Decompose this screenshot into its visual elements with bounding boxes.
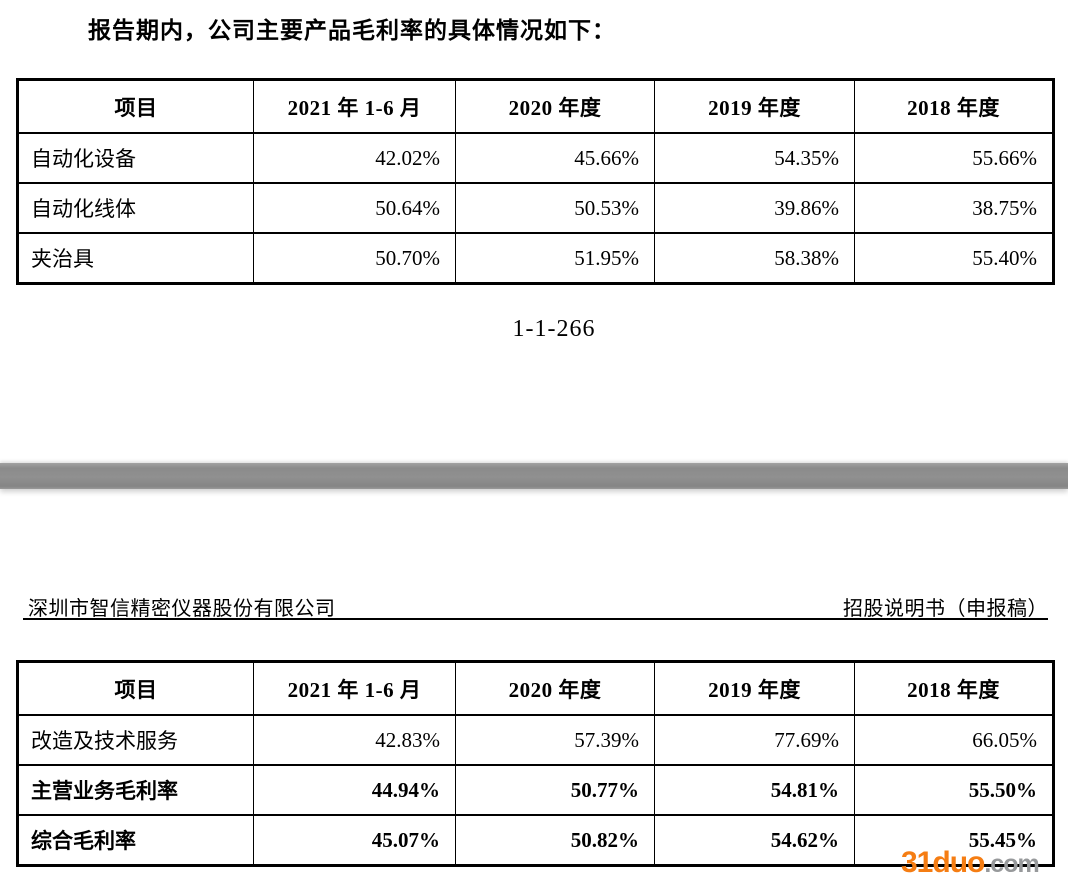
intro-paragraph: 报告期内，公司主要产品毛利率的具体情况如下： xyxy=(88,18,616,43)
value-cell: 39.86% xyxy=(654,182,855,234)
table-row: 主营业务毛利率 44.94% 50.77% 54.81% 55.50% xyxy=(17,764,1054,816)
row-label: 改造及技术服务 xyxy=(17,714,254,766)
value-cell: 55.50% xyxy=(854,764,1054,816)
value-cell: 42.02% xyxy=(253,132,456,184)
company-name: 深圳市智信精密仪器股份有限公司 xyxy=(28,598,336,620)
gross-margin-table-products: 项目 2021 年 1-6 月 2020 年度 2019 年度 2018 年度 自动化设… xyxy=(16,78,1055,285)
table-header-row: 项目 2021 年 1-6 月 2020 年度 2019 年度 2018 年度 xyxy=(17,660,1054,716)
value-cell: 50.53% xyxy=(455,182,655,234)
header-cell: 2019 年度 xyxy=(654,660,855,716)
value-cell: 55.40% xyxy=(854,232,1054,285)
watermark-brand: 31duo xyxy=(901,846,985,879)
value-cell: 50.77% xyxy=(455,764,655,816)
header-cell: 2018 年度 xyxy=(854,660,1054,716)
value-cell: 77.69% xyxy=(654,714,855,766)
row-label: 综合毛利率 xyxy=(17,814,254,867)
gross-margin-table-summary: 项目 2021 年 1-6 月 2020 年度 2019 年度 2018 年度 改造及技… xyxy=(16,660,1055,867)
value-cell: 42.83% xyxy=(253,714,456,766)
value-cell: 55.45% xyxy=(854,814,1054,867)
header-cell: 2020 年度 xyxy=(455,78,655,134)
value-cell: 57.39% xyxy=(455,714,655,766)
value-cell: 44.94% xyxy=(253,764,456,816)
header-cell: 2018 年度 xyxy=(854,78,1054,134)
row-label: 自动化设备 xyxy=(17,132,254,184)
doc-title: 招股说明书（申报稿） xyxy=(843,598,1048,620)
row-label: 主营业务毛利率 xyxy=(17,764,254,816)
page-divider xyxy=(0,463,1068,489)
table-row: 自动化设备 42.02% 45.66% 54.35% 55.66% xyxy=(17,132,1054,184)
value-cell: 50.82% xyxy=(455,814,655,867)
value-cell: 54.81% xyxy=(654,764,855,816)
value-cell: 45.07% xyxy=(253,814,456,867)
table-header-row: 项目 2021 年 1-6 月 2020 年度 2019 年度 2018 年度 xyxy=(17,78,1054,134)
watermark: 31duo.com xyxy=(901,846,1040,879)
table-row: 综合毛利率 45.07% 50.82% 54.62% 55.45% xyxy=(17,814,1054,867)
header-rule xyxy=(23,618,1048,620)
value-cell: 51.95% xyxy=(455,232,655,285)
value-cell: 58.38% xyxy=(654,232,855,285)
table-row: 自动化线体 50.64% 50.53% 39.86% 38.75% xyxy=(17,182,1054,234)
value-cell: 38.75% xyxy=(854,182,1054,234)
value-cell: 54.35% xyxy=(654,132,855,184)
header-cell: 2020 年度 xyxy=(455,660,655,716)
header-cell: 项目 xyxy=(17,660,254,716)
value-cell: 45.66% xyxy=(455,132,655,184)
watermark-suffix: .com xyxy=(984,850,1039,878)
page-number: 1-1-266 xyxy=(512,316,596,342)
header-cell: 2021 年 1-6 月 xyxy=(253,78,456,134)
header-cell: 项目 xyxy=(17,78,254,134)
header-cell: 2019 年度 xyxy=(654,78,855,134)
value-cell: 55.66% xyxy=(854,132,1054,184)
value-cell: 50.70% xyxy=(253,232,456,285)
value-cell: 50.64% xyxy=(253,182,456,234)
table-row: 改造及技术服务 42.83% 57.39% 77.69% 66.05% xyxy=(17,714,1054,766)
value-cell: 54.62% xyxy=(654,814,855,867)
header-cell: 2021 年 1-6 月 xyxy=(253,660,456,716)
table-row: 夹治具 50.70% 51.95% 58.38% 55.40% xyxy=(17,232,1054,285)
value-cell: 66.05% xyxy=(854,714,1054,766)
row-label: 夹治具 xyxy=(17,232,254,285)
row-label: 自动化线体 xyxy=(17,182,254,234)
